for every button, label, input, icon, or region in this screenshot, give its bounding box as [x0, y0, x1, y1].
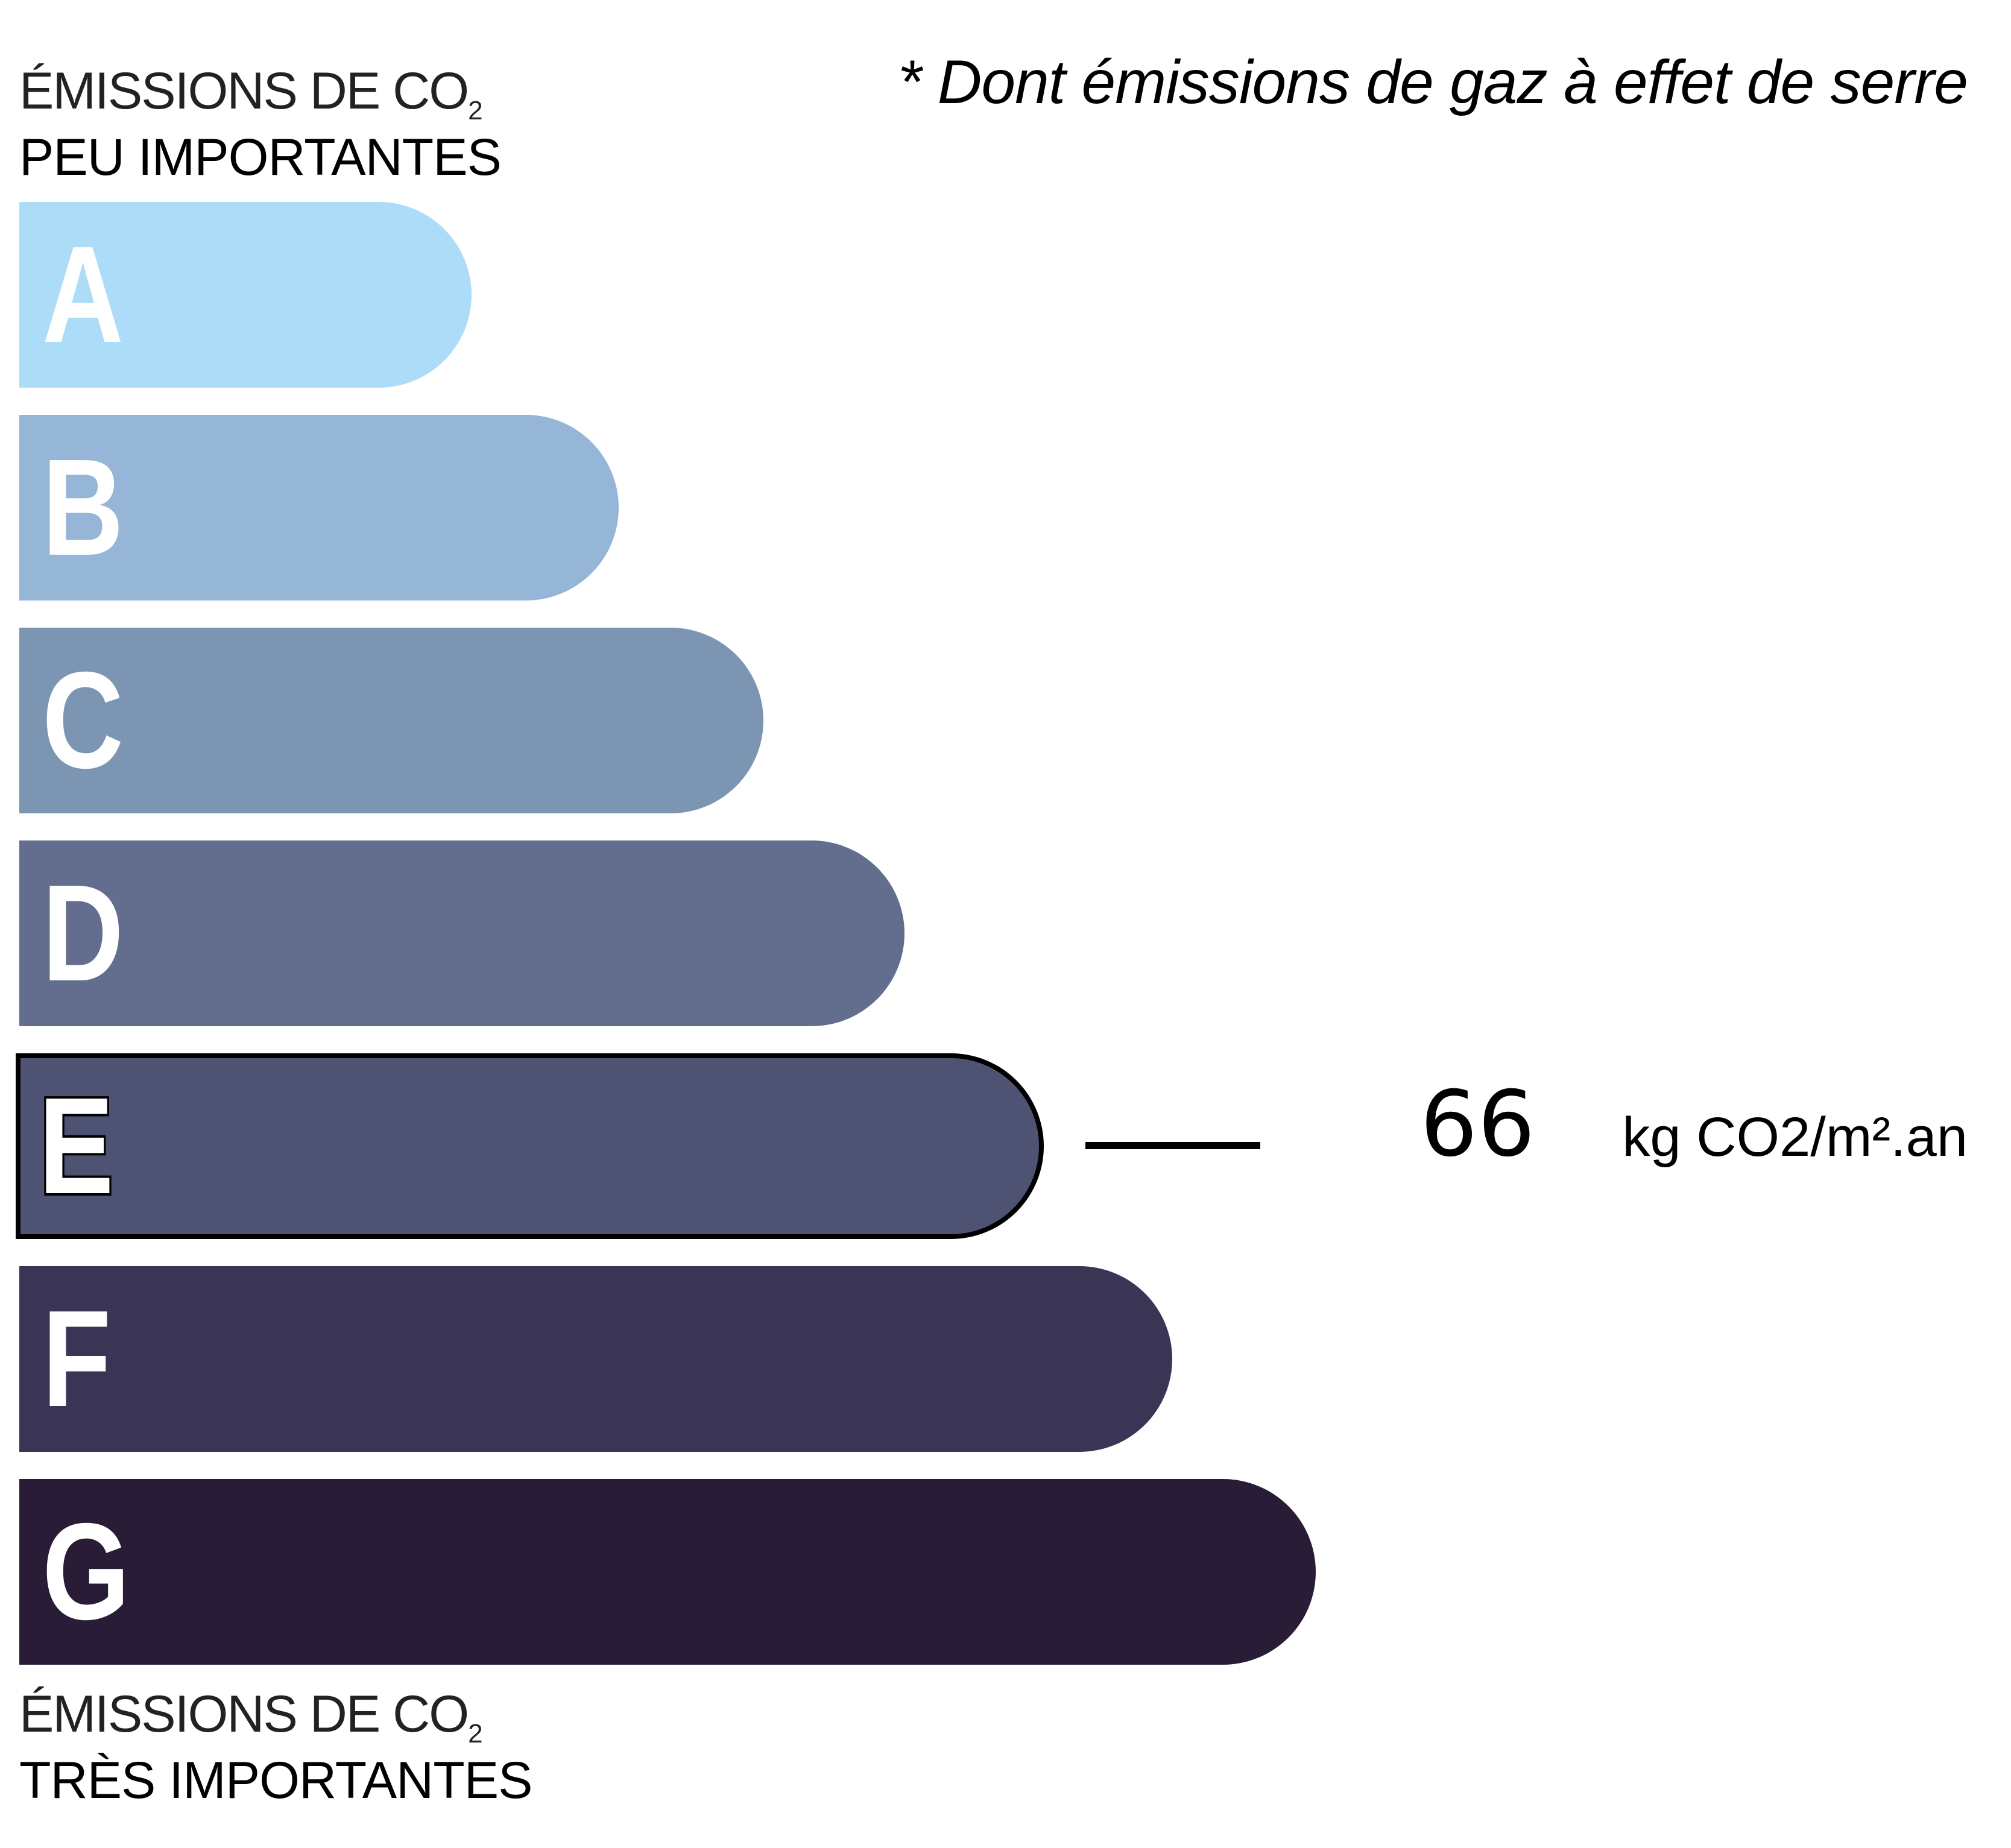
top-caption: ÉMISSIONS DE CO2 PEU IMPORTANTES: [19, 62, 502, 186]
top-caption-line2: PEU IMPORTANTES: [19, 128, 502, 186]
rating-bar-b: B: [19, 415, 619, 601]
rating-letter: E: [37, 1070, 116, 1223]
rating-bar-f: F: [19, 1266, 1172, 1452]
rating-bar-e: E: [16, 1053, 1044, 1239]
rating-bar-g: G: [19, 1479, 1316, 1665]
top-caption-line1: ÉMISSIONS DE CO2: [19, 62, 483, 125]
bottom-caption: ÉMISSIONS DE CO2 TRÈS IMPORTANTES: [19, 1688, 532, 1806]
footnote: * Dont émissions de gaz à effet de serre: [897, 48, 1968, 116]
rating-bar-a: A: [19, 202, 472, 388]
rating-letter: F: [42, 1282, 112, 1436]
result-value: 66: [1420, 1072, 1535, 1177]
rating-letter: B: [42, 431, 124, 584]
bottom-caption-line2: TRÈS IMPORTANTES: [19, 1752, 532, 1809]
rating-bar-d: D: [19, 840, 904, 1026]
rating-letter: C: [42, 644, 124, 797]
rating-letter: A: [42, 218, 124, 371]
rating-letter: G: [42, 1495, 130, 1648]
rating-letter: D: [42, 857, 124, 1010]
result-unit: kg CO2/m².an: [1622, 1106, 1968, 1168]
rating-bar-c: C: [19, 628, 763, 813]
pointer-line: [1085, 1142, 1260, 1149]
bottom-caption-line1: ÉMISSIONS DE CO2: [19, 1685, 483, 1749]
